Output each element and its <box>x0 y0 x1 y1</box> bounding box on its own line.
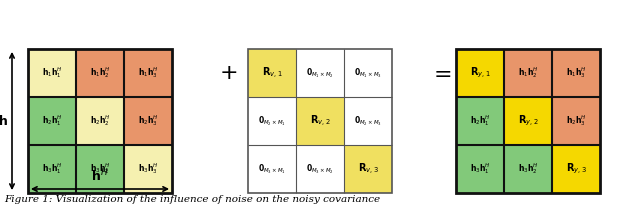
Bar <box>344 145 392 193</box>
Text: $\mathbf{h}_3\mathbf{h}_1^H$: $\mathbf{h}_3\mathbf{h}_1^H$ <box>42 162 62 176</box>
Text: $\mathbf{R}_{y,3}$: $\mathbf{R}_{y,3}$ <box>566 162 586 176</box>
Text: $\mathbf{0}_{M_2\times M_1}$: $\mathbf{0}_{M_2\times M_1}$ <box>258 114 286 128</box>
Bar <box>248 97 296 145</box>
Text: $\mathbf{R}_{y,2}$: $\mathbf{R}_{y,2}$ <box>518 114 538 128</box>
Bar <box>552 145 600 193</box>
Text: $\mathbf{R}_{v,3}$: $\mathbf{R}_{v,3}$ <box>358 161 378 177</box>
Text: $\mathbf{h}_2\mathbf{h}_1^H$: $\mathbf{h}_2\mathbf{h}_1^H$ <box>470 113 490 129</box>
Text: $\mathbf{0}_{M_2\times M_3}$: $\mathbf{0}_{M_2\times M_3}$ <box>354 114 382 128</box>
Text: $\mathbf{h}^H$: $\mathbf{h}^H$ <box>92 167 109 184</box>
Bar <box>76 145 124 193</box>
Text: $\mathbf{h}_3\mathbf{h}_3^H$: $\mathbf{h}_3\mathbf{h}_3^H$ <box>138 162 158 176</box>
Bar <box>76 49 124 97</box>
Text: $\mathbf{R}_{v,2}$: $\mathbf{R}_{v,2}$ <box>310 113 330 129</box>
Bar <box>296 145 344 193</box>
Bar <box>28 49 76 97</box>
Text: $\mathbf{h}_1\mathbf{h}_2^H$: $\mathbf{h}_1\mathbf{h}_2^H$ <box>90 66 110 80</box>
Text: $\mathbf{h}_1\mathbf{h}_1^H$: $\mathbf{h}_1\mathbf{h}_1^H$ <box>42 66 62 80</box>
Bar <box>344 49 392 97</box>
Bar <box>504 97 552 145</box>
Text: $=$: $=$ <box>429 62 451 84</box>
Bar <box>456 145 504 193</box>
Text: $\mathbf{0}_{M_1\times M_2}$: $\mathbf{0}_{M_1\times M_2}$ <box>306 66 334 80</box>
Bar <box>456 97 504 145</box>
Text: $\mathbf{h}_2\mathbf{h}_3^H$: $\mathbf{h}_2\mathbf{h}_3^H$ <box>138 113 158 129</box>
Text: $\mathbf{h}_1\mathbf{h}_3^H$: $\mathbf{h}_1\mathbf{h}_3^H$ <box>566 66 586 80</box>
Text: $\mathbf{h}_1\mathbf{h}_2^H$: $\mathbf{h}_1\mathbf{h}_2^H$ <box>518 66 538 80</box>
Bar <box>124 97 172 145</box>
Text: $\mathbf{h}_3\mathbf{h}_2^H$: $\mathbf{h}_3\mathbf{h}_2^H$ <box>90 162 110 176</box>
Bar <box>28 145 76 193</box>
Bar <box>28 49 172 193</box>
Text: $\mathbf{0}_{M_1\times M_3}$: $\mathbf{0}_{M_1\times M_3}$ <box>354 66 382 80</box>
Bar <box>344 97 392 145</box>
Bar <box>76 97 124 145</box>
Text: $\mathbf{h}$: $\mathbf{h}$ <box>0 114 8 128</box>
Text: Figure 1: Visualization of the influence of noise on the noisy covariance: Figure 1: Visualization of the influence… <box>4 195 380 204</box>
Bar <box>28 97 76 145</box>
Bar <box>248 145 296 193</box>
Bar <box>456 49 504 97</box>
Text: $\mathbf{h}_2\mathbf{h}_2^H$: $\mathbf{h}_2\mathbf{h}_2^H$ <box>90 113 110 129</box>
Bar <box>124 49 172 97</box>
Text: $+$: $+$ <box>219 62 237 84</box>
Text: $\mathbf{R}_{y,1}$: $\mathbf{R}_{y,1}$ <box>470 66 490 80</box>
Bar <box>552 97 600 145</box>
Bar <box>124 145 172 193</box>
Text: $\mathbf{0}_{M_3\times M_1}$: $\mathbf{0}_{M_3\times M_1}$ <box>258 162 286 176</box>
Text: $\mathbf{h}_1\mathbf{h}_3^H$: $\mathbf{h}_1\mathbf{h}_3^H$ <box>138 66 158 80</box>
Text: $\mathbf{R}_{v,1}$: $\mathbf{R}_{v,1}$ <box>262 65 282 80</box>
Bar <box>552 49 600 97</box>
Bar <box>504 145 552 193</box>
Bar <box>504 49 552 97</box>
Text: $\mathbf{h}_3\mathbf{h}_2^H$: $\mathbf{h}_3\mathbf{h}_2^H$ <box>518 162 538 176</box>
Bar <box>456 49 600 193</box>
Text: $\mathbf{h}_3\mathbf{h}_1^H$: $\mathbf{h}_3\mathbf{h}_1^H$ <box>470 162 490 176</box>
Bar <box>296 97 344 145</box>
Bar <box>248 49 392 193</box>
Bar <box>296 49 344 97</box>
Text: $\mathbf{0}_{M_3\times M_2}$: $\mathbf{0}_{M_3\times M_2}$ <box>306 162 334 176</box>
Text: $\mathbf{h}_2\mathbf{h}_1^H$: $\mathbf{h}_2\mathbf{h}_1^H$ <box>42 113 62 129</box>
Text: $\mathbf{h}_2\mathbf{h}_3^H$: $\mathbf{h}_2\mathbf{h}_3^H$ <box>566 113 586 129</box>
Bar <box>248 49 296 97</box>
